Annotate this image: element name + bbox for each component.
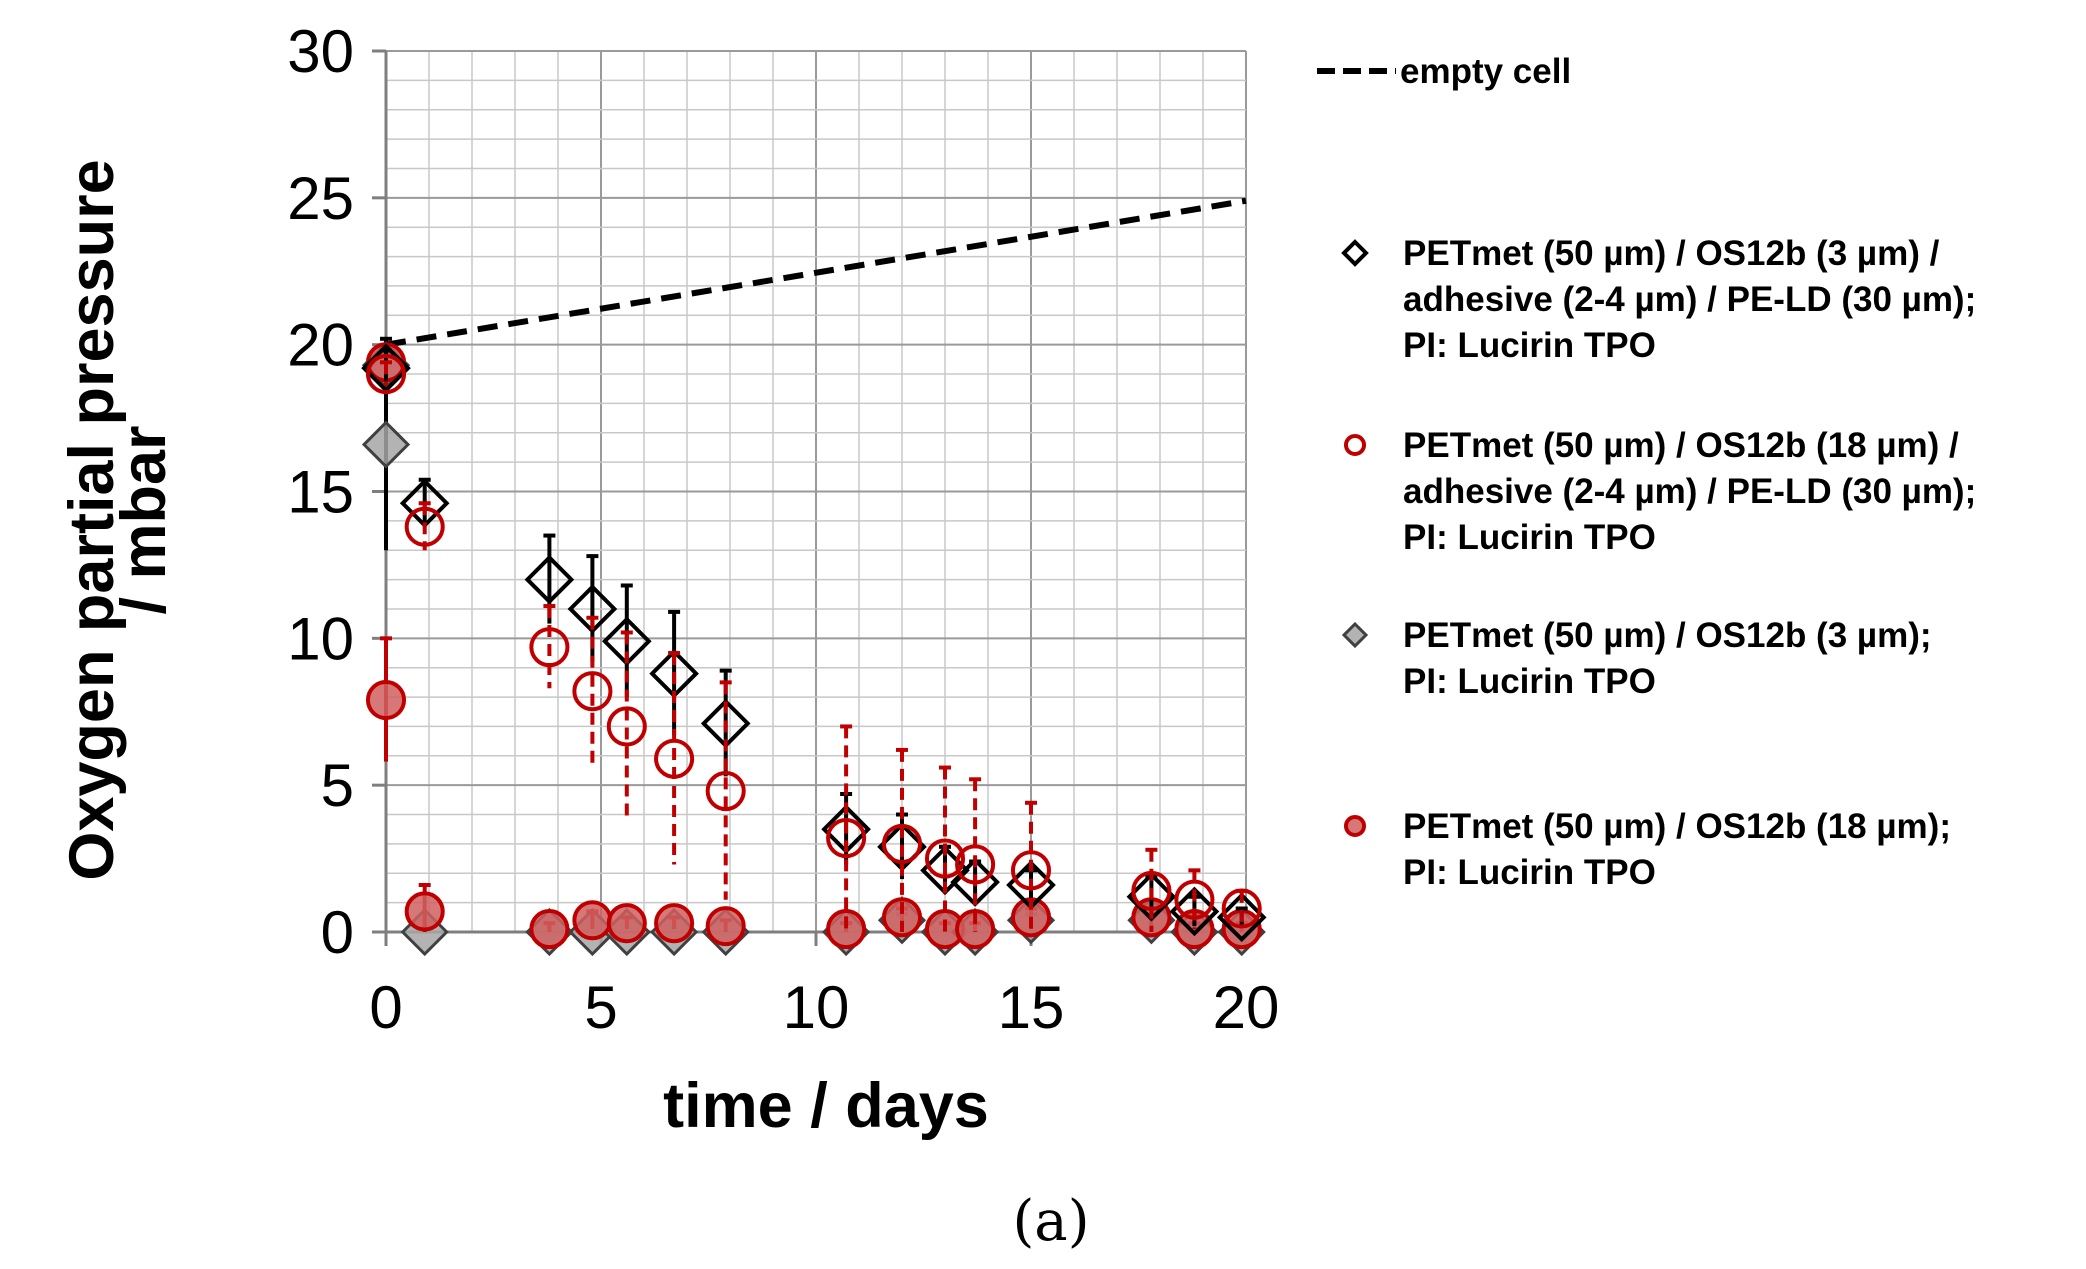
x-tick-label: 20 — [1213, 974, 1280, 1041]
y-tick-label: 15 — [287, 459, 354, 526]
data-point-circle-open — [1221, 888, 1262, 929]
legend-key-circle-open — [1343, 433, 1367, 457]
data-point-circle-open — [606, 706, 647, 747]
y-tick-label: 10 — [287, 605, 354, 672]
data-point-circle-open — [705, 771, 746, 812]
data-point-circle-filled — [654, 903, 695, 944]
data-point-diamond-open — [1169, 886, 1220, 937]
y-tick-label: 30 — [287, 18, 354, 85]
y-tick-label: 25 — [287, 165, 354, 232]
data-point-circle-open — [529, 627, 570, 668]
data-point-circle-filled — [826, 909, 867, 950]
x-tick-label: 0 — [369, 974, 402, 1041]
data-point-circle-filled — [404, 891, 445, 932]
plot-grid — [385, 50, 1247, 933]
panel-label: (a) — [1012, 1189, 1089, 1254]
data-point-circle-open — [1174, 879, 1215, 920]
legend-key-diamond-filled — [1341, 621, 1369, 649]
data-point-circle-filled — [529, 909, 570, 950]
data-point-circle-open — [881, 823, 923, 864]
data-point-circle-open — [1010, 850, 1052, 891]
data-point-circle-filled — [572, 900, 613, 941]
data-point-diamond-open — [524, 554, 575, 605]
data-point-circle-open — [826, 817, 867, 859]
y-axis-title-line-1: Oxygen partial pressure — [57, 159, 127, 880]
plot-axes — [372, 49, 1248, 946]
x-tick-label: 15 — [998, 974, 1065, 1041]
legend-label-line: adhesive (2-4 µm) / PE-LD (30 µm); — [1403, 472, 1976, 511]
legend-label-line: PETmet (50 µm) / OS12b (18 µm); — [1403, 807, 1951, 846]
y-tick-label: 5 — [321, 752, 354, 819]
data-point-circle-filled — [606, 903, 647, 944]
data-point-circle-open — [404, 506, 445, 547]
tick-labels: 0 5 10 15 20 25 30 0 5 10 15 20 — [287, 18, 1279, 1041]
data-point-diamond-open — [1216, 892, 1267, 943]
y-tick-label: 20 — [287, 312, 354, 379]
data-marks — [361, 197, 1267, 957]
x-axis-title: time / days — [663, 1071, 989, 1141]
data-point-circle-open — [1131, 870, 1172, 911]
legend-label-line: PI: Lucirin TPO — [1403, 853, 1656, 892]
legend-label-line: PI: Lucirin TPO — [1403, 662, 1656, 701]
data-point-circle-open — [654, 738, 695, 779]
legend-key-circle-filled — [1343, 814, 1367, 838]
data-point-diamond-filled — [361, 420, 411, 469]
data-point-circle-filled — [955, 909, 996, 950]
legend-label-line: PI: Lucirin TPO — [1403, 518, 1656, 557]
y-axis-title-line-2: / mbar — [109, 425, 179, 614]
data-point-circle-filled — [881, 897, 923, 938]
legend: empty cell PETmet (50 µm) / OS12b (3 µm) … — [1317, 52, 1976, 892]
x-tick-label: 10 — [783, 974, 850, 1041]
data-point-circle-filled — [365, 679, 407, 721]
legend-label-line: PI: Lucirin TPO — [1403, 326, 1656, 365]
legend-label-empty-cell: empty cell — [1400, 52, 1571, 91]
data-point-diamond-open — [567, 584, 618, 634]
data-point-circle-open — [365, 353, 407, 395]
legend-key-diamond-open — [1341, 239, 1369, 267]
legend-label-line: PETmet (50 µm) / OS12b (18 µm) / — [1403, 426, 1959, 465]
data-point-circle-open — [572, 671, 613, 712]
data-point-circle-filled — [705, 906, 746, 947]
empty-cell-line — [385, 197, 1247, 348]
data-point-circle-open — [924, 838, 966, 879]
data-point-circle-open — [955, 844, 996, 885]
legend-label-line: PETmet (50 µm) / OS12b (3 µm) / — [1403, 234, 1940, 273]
y-tick-label: 0 — [321, 899, 354, 966]
x-tick-label: 5 — [584, 974, 617, 1041]
legend-label-line: PETmet (50 µm) / OS12b (3 µm); — [1403, 616, 1932, 655]
legend-label-line: adhesive (2-4 µm) / PE-LD (30 µm); — [1403, 280, 1976, 319]
y-axis-title: Oxygen partial pressure / mbar — [57, 159, 179, 880]
